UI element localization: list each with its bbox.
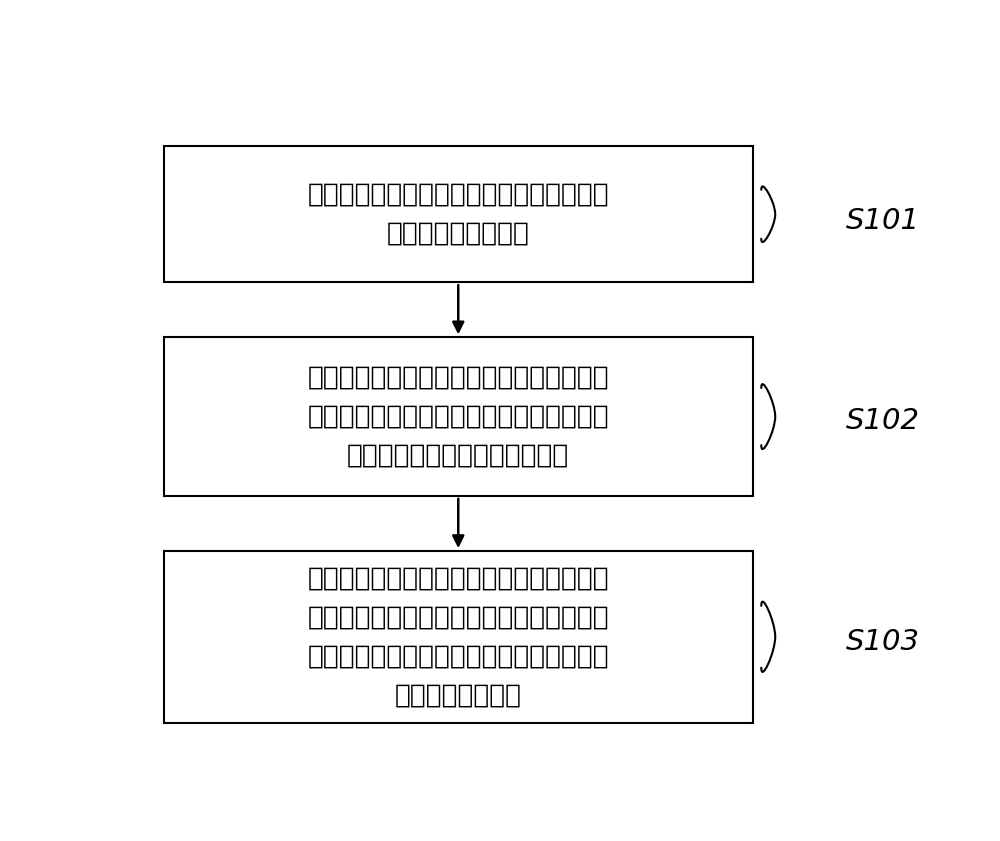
Text: S101: S101 [846, 207, 920, 235]
Text: S102: S102 [846, 408, 920, 436]
Text: S103: S103 [846, 627, 920, 656]
Bar [164, 146, 753, 283]
Text: 在配置文件指定的搜索数据源为第一类数据
源的情况下，将第一类数据源中预先生成的
第一类航空运价返回给用户终端: 在配置文件指定的搜索数据源为第一类数据 源的情况下，将第一类数据源中预先生成的 … [307, 365, 609, 468]
Bar [164, 337, 753, 496]
Bar [164, 551, 753, 722]
Text: 在配置文件指定的搜索数据源为第二类数据
源的情况下，控制第二类数据源依据搜索请
求生成第二类航空运价，并将第二类航空运
价返回给用户终端: 在配置文件指定的搜索数据源为第二类数据 源的情况下，控制第二类数据源依据搜索请 … [307, 565, 609, 708]
Text: 在接收到用户终端针对航空运价的搜索请求
之后，读取配置文件: 在接收到用户终端针对航空运价的搜索请求 之后，读取配置文件 [307, 182, 609, 246]
